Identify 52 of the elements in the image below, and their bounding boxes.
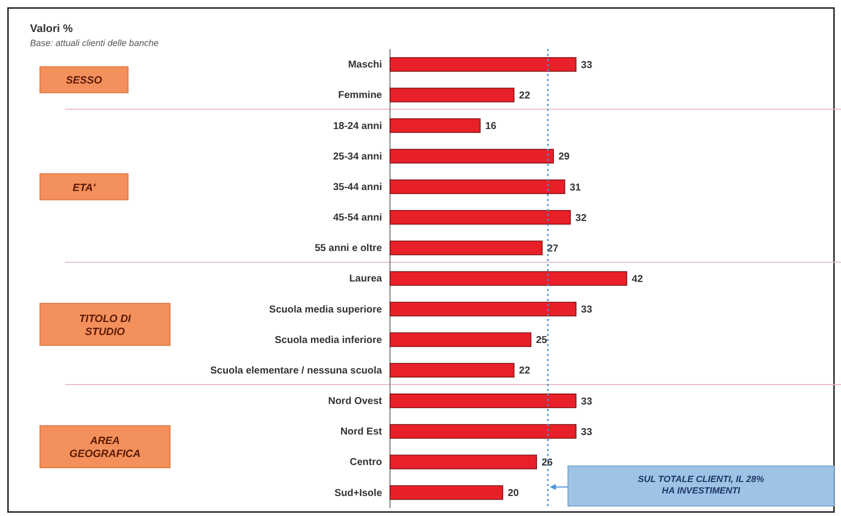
data-label: 27 (547, 243, 559, 254)
bar (390, 88, 514, 102)
data-label: 22 (519, 90, 531, 102)
data-label: 16 (485, 121, 497, 132)
y-tick-label: Nord Ovest (328, 396, 383, 408)
bar (390, 240, 543, 256)
bar (390, 271, 628, 286)
data-label: 42 (632, 274, 644, 285)
bar (390, 454, 537, 470)
y-tick-label: Scuola elementare / nessuna scuola (210, 365, 382, 376)
y-tick-label: 25-34 anni (333, 151, 382, 162)
text: Base: attuali clienti delle banche (30, 38, 159, 48)
data-label: 26 (542, 457, 554, 468)
data-label: 33 (581, 426, 593, 438)
bar (390, 148, 554, 164)
y-tick-label: Scuola media superiore (269, 304, 382, 316)
y-tick-label: Maschi (348, 60, 382, 71)
data-label: 33 (581, 60, 593, 71)
data-label: 25 (536, 335, 548, 346)
data-label: 32 (575, 212, 587, 224)
y-tick-label: Nord Est (340, 426, 383, 438)
y-tick-label: 55 anni e oltre (314, 243, 382, 254)
y-tick-label: 45-54 anni (333, 212, 382, 224)
y-tick-label: 18-24 anni (333, 120, 382, 132)
data-label: 33 (581, 304, 593, 316)
annotation: SUL TOTALE CLIENTI, IL 28% HA INVESTIMENTI (638, 474, 764, 496)
text: AREA GEOGRAFICA (69, 435, 141, 460)
bar (390, 424, 576, 439)
data-label: 20 (508, 488, 520, 500)
data-label: 29 (558, 152, 570, 163)
text: TITOLO DI STUDIO (79, 312, 132, 338)
text: SESSO (66, 74, 102, 87)
y-tick-label: Femmine (338, 90, 382, 102)
data-label: 33 (581, 396, 593, 408)
data-label: 31 (570, 182, 582, 194)
bar (390, 394, 576, 408)
bar (390, 118, 481, 133)
y-tick-label: Sud+Isole (334, 488, 382, 499)
bar (390, 362, 514, 378)
y-tick-label: 35-44 anni (333, 182, 382, 193)
text: ETA' (72, 182, 96, 194)
text: Valori % (30, 23, 74, 35)
y-tick-label: Scuola media inferiore (274, 334, 382, 346)
y-tick-label: Centro (350, 457, 382, 468)
bar (390, 332, 532, 347)
y-tick-label: Laurea (349, 274, 382, 285)
bar (390, 210, 571, 225)
bar (390, 485, 504, 500)
data-label: 22 (519, 366, 531, 377)
bar (390, 302, 576, 316)
bar (390, 57, 576, 72)
bar (390, 179, 566, 194)
